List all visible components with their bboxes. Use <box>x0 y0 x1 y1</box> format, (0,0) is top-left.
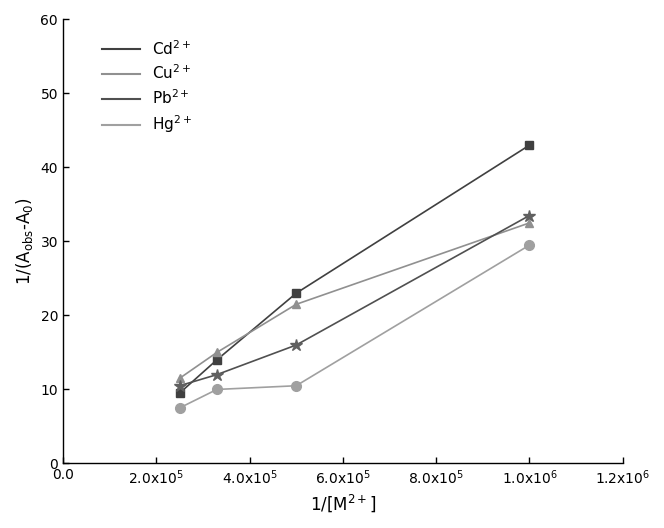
X-axis label: 1/[M$^{2+}$]: 1/[M$^{2+}$] <box>309 493 376 514</box>
Legend: Cd$^{2+}$, Cu$^{2+}$, Pb$^{2+}$, Hg$^{2+}$: Cd$^{2+}$, Cu$^{2+}$, Pb$^{2+}$, Hg$^{2+… <box>98 36 195 138</box>
Y-axis label: 1/(A$_\mathrm{obs}$-A$_0$): 1/(A$_\mathrm{obs}$-A$_0$) <box>14 197 35 285</box>
